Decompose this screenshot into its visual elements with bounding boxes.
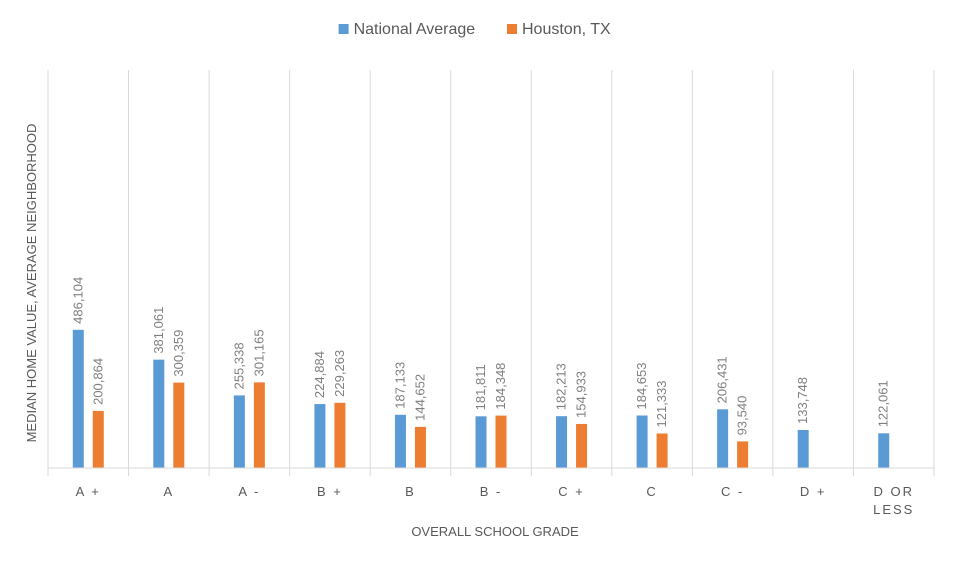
category-gridlines [47,70,935,476]
data-label-houston-tx-a: 301,165 [251,329,266,376]
x-tick-label: D + [800,484,827,499]
y-axis-title: MEDIAN HOME VALUE, AVERAGE NEIGHBORHOOD [24,124,39,443]
legend-label: National Average [354,21,476,38]
data-label-national-average-a: 486,104 [70,277,85,324]
bar-national-average-a [153,359,165,468]
bar-national-average-a [233,395,245,468]
bar-national-average-b [394,414,406,468]
bar-houston-tx-a [173,382,185,468]
data-label-national-average-c: 184,653 [634,363,649,410]
data-label-houston-tx-c: 121,333 [654,381,669,428]
bar-houston-tx-b [414,426,426,468]
bar-national-average-c [636,415,648,468]
data-label-houston-tx-b: 144,652 [412,374,427,421]
x-tick-label: C [646,484,657,499]
x-tick-label: B [405,484,416,499]
bar-houston-tx-c [737,441,749,468]
x-tick-label: C + [558,484,585,499]
x-tick-label: A + [76,484,101,499]
legend-label: Houston, TX [522,21,611,38]
bar-national-average-b [475,416,487,468]
data-label-national-average-c: 182,213 [554,363,569,410]
data-label-national-average-b: 187,133 [392,362,407,409]
x-axis-title: OVERALL SCHOOL GRADE [411,524,579,539]
legend-item-national-average: National Average [338,21,476,38]
data-labels: 486,104 381,061 255,338 224,884 187,133 181,8… [70,277,890,436]
x-tick-label: B + [317,484,343,499]
bar-houston-tx-c [576,423,588,468]
data-label-houston-tx-c: 154,933 [574,371,589,418]
bar-houston-tx-a [253,382,265,468]
data-label-national-average-d: 133,748 [795,377,810,424]
x-tick-label: C - [721,484,744,499]
bar-houston-tx-b [334,402,346,468]
legend-swatch [338,24,349,34]
bar-national-average-a [72,329,84,468]
x-tick-label: B - [480,484,503,499]
bar-national-average-c [717,409,729,468]
x-tick-label: A - [238,484,260,499]
data-label-houston-tx-b: 229,263 [332,350,347,397]
x-tick-labels: A + A A - B + B B - C + C C - D + D OR LESS [76,484,914,517]
legend: National Average Houston, TX [338,21,611,38]
x-tick-label: D OR LESS [873,484,914,517]
data-label-national-average-b: 224,884 [312,351,327,398]
data-label-national-average-c: 206,431 [715,356,730,403]
data-label-national-average-b: 181,811 [473,364,488,410]
bar-national-average-d-or-less [878,433,890,468]
bars [72,329,890,468]
data-label-national-average-d-or-less: 122,061 [876,380,891,427]
data-label-houston-tx-c: 93,540 [735,396,750,436]
bar-houston-tx-a [92,410,104,468]
data-label-houston-tx-a: 200,864 [90,358,105,405]
x-tick-label: A [163,484,174,499]
legend-item-houston-tx: Houston, TX [507,21,611,38]
data-label-national-average-a: 381,061 [151,307,166,354]
data-label-houston-tx-a: 300,359 [171,330,186,377]
bar-national-average-b [314,404,326,468]
data-label-national-average-a: 255,338 [231,342,246,389]
bar-national-average-d [797,429,809,468]
bar-national-average-c [556,416,568,468]
data-label-houston-tx-b: 184,348 [493,363,508,410]
legend-swatch [507,24,517,34]
bar-houston-tx-b [495,415,507,468]
bar-houston-tx-c [656,433,668,468]
